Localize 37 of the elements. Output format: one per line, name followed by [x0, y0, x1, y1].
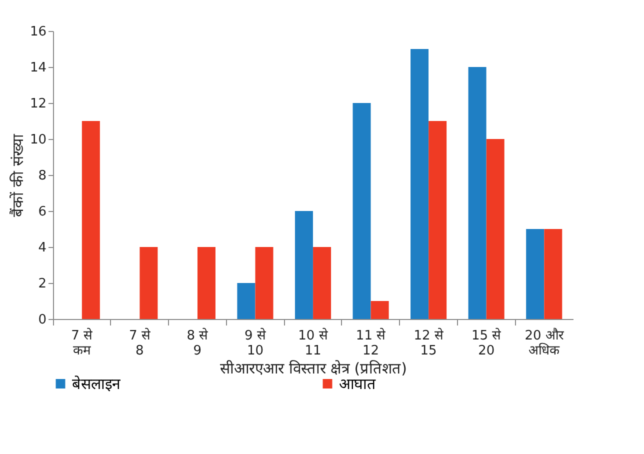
legend-label: बेसलाइन [72, 374, 121, 393]
bar [526, 229, 544, 319]
bar [140, 247, 158, 319]
x-tick-label: 15 से 20 [471, 328, 502, 358]
x-axis-title: सीआरएआर विस्तार क्षेत्र (प्रतिशत) [220, 360, 408, 378]
x-tick-label: 7 से कम [71, 328, 93, 358]
x-tick-label: 12 से 15 [414, 328, 444, 358]
y-tick-label: 14 [30, 60, 46, 76]
x-tick-label: 9 से 10 [244, 328, 266, 358]
y-axis-title: बैंकों की संख्या [8, 133, 27, 217]
y-tick-label: 2 [38, 276, 46, 292]
bar [255, 247, 274, 319]
bar [197, 247, 216, 319]
x-tick-label: 10 से 11 [298, 328, 328, 358]
bar [370, 301, 389, 319]
bar [294, 211, 313, 319]
y-tick-label: 6 [38, 204, 46, 220]
bar [352, 103, 371, 319]
y-tick-label: 16 [30, 24, 46, 40]
x-tick-label: 20 और अधिक [524, 328, 564, 358]
y-tick-label: 0 [38, 312, 46, 328]
y-tick-label: 12 [30, 96, 46, 112]
x-tick-label: 11 से 12 [356, 328, 386, 358]
bar [237, 283, 256, 319]
bar [544, 229, 562, 319]
bar [428, 121, 447, 319]
legend-label: आघात [339, 374, 376, 393]
x-tick-label: 7 से 8 [128, 328, 150, 358]
x-tick-label: 8 से 9 [186, 328, 208, 358]
bar [486, 139, 504, 319]
y-tick-label: 4 [38, 240, 46, 256]
bar [468, 67, 486, 319]
bar [313, 247, 332, 319]
bar [410, 49, 429, 319]
y-tick-label: 8 [38, 168, 46, 184]
y-tick-label: 10 [30, 132, 46, 148]
bar [82, 121, 100, 319]
